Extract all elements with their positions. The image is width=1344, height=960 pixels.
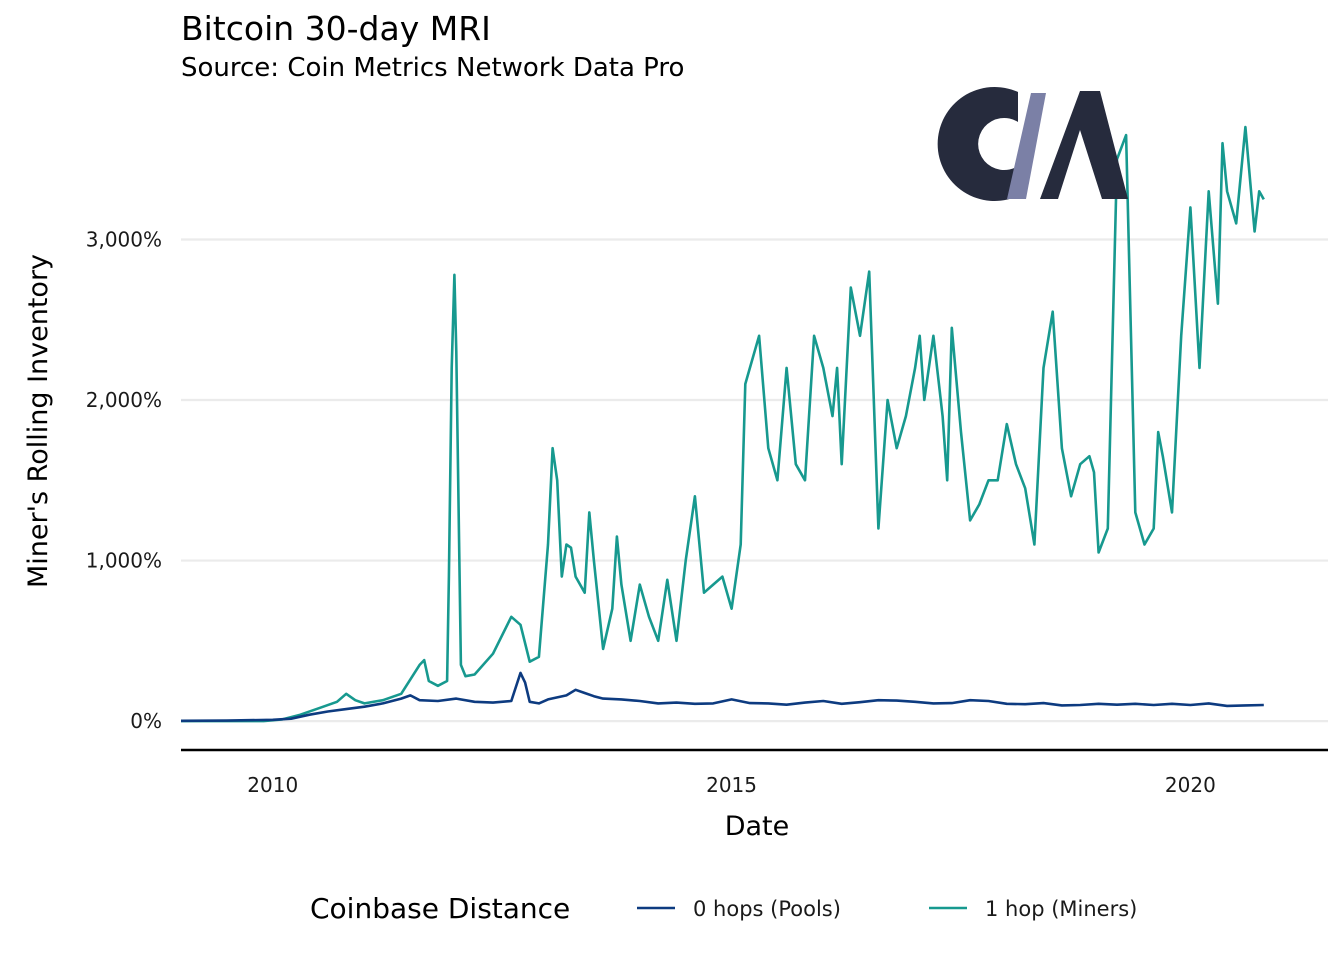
series-lines xyxy=(180,125,1265,723)
chart-title: Bitcoin 30-day MRI xyxy=(181,9,491,48)
y-tick-label: 2,000% xyxy=(86,388,162,412)
legend-label-miners: 1 hop (Miners) xyxy=(985,897,1137,921)
series-line-miners xyxy=(181,125,1265,723)
x-axis-ticks: 2010 2015 2020 xyxy=(247,773,1216,797)
chart-subtitle: Source: Coin Metrics Network Data Pro xyxy=(181,53,684,83)
x-tick-label: 2010 xyxy=(247,773,298,797)
x-axis-title: Date xyxy=(725,811,790,842)
y-axis-ticks: 0% 1,000% 2,000% 3,000% xyxy=(86,227,162,733)
y-tick-label: 1,000% xyxy=(86,549,162,573)
y-tick-label: 3,000% xyxy=(86,227,162,251)
x-tick-label: 2020 xyxy=(1165,773,1216,797)
coin-metrics-logo xyxy=(937,87,1128,201)
legend-label-pools: 0 hops (Pools) xyxy=(693,897,841,921)
x-tick-label: 2015 xyxy=(706,773,757,797)
legend-title: Coinbase Distance xyxy=(310,892,570,925)
y-axis-title: Miner's Rolling Inventory xyxy=(23,254,54,588)
series-line-pools xyxy=(180,671,1264,723)
legend: Coinbase Distance 0 hops (Pools) 1 hop (… xyxy=(310,892,1137,925)
gridlines xyxy=(181,238,1328,723)
y-tick-label: 0% xyxy=(130,709,162,733)
logo-c-shape xyxy=(937,87,1018,201)
logo-slash-shape xyxy=(1007,93,1046,199)
logo-m-shape xyxy=(1040,91,1128,199)
